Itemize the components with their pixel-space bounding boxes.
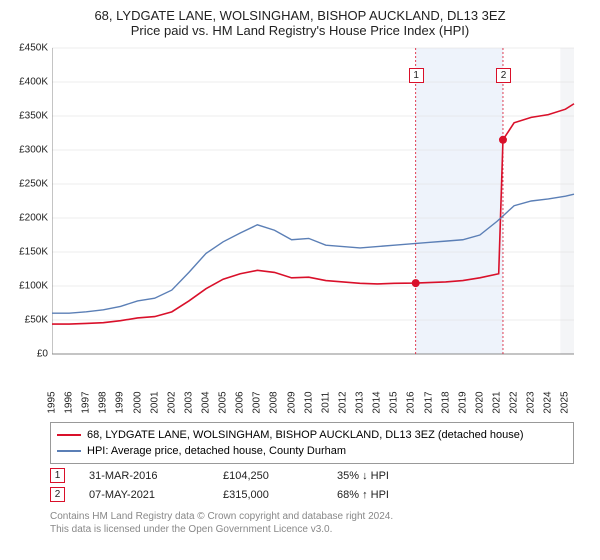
x-tick-label: 1997	[81, 391, 92, 413]
x-tick-label: 2018	[440, 391, 451, 413]
x-tick-label: 2015	[389, 391, 400, 413]
x-tick-label: 2001	[149, 391, 160, 413]
legend-label-hpi: HPI: Average price, detached house, Coun…	[87, 445, 346, 457]
legend-item-property: 68, LYDGATE LANE, WOLSINGHAM, BISHOP AUC…	[57, 427, 567, 443]
x-tick-label: 2005	[218, 391, 229, 413]
y-tick-label: £300K	[8, 145, 48, 156]
x-tick-label: 2022	[509, 391, 520, 413]
legend: 68, LYDGATE LANE, WOLSINGHAM, BISHOP AUC…	[50, 422, 574, 464]
y-tick-label: £50K	[8, 315, 48, 326]
x-tick-label: 2021	[491, 391, 502, 413]
footer-line2: This data is licensed under the Open Gov…	[50, 523, 592, 536]
x-tick-label: 1995	[47, 391, 58, 413]
x-tick-label: 1999	[115, 391, 126, 413]
sale-marker-icon: 2	[50, 487, 65, 502]
sale-price: £104,250	[223, 470, 313, 482]
x-tick-label: 2023	[526, 391, 537, 413]
footer-line1: Contains HM Land Registry data © Crown c…	[50, 510, 592, 523]
x-tick-label: 2007	[252, 391, 263, 413]
x-tick-label: 2020	[474, 391, 485, 413]
x-tick-label: 2014	[372, 391, 383, 413]
title-line1: 68, LYDGATE LANE, WOLSINGHAM, BISHOP AUC…	[8, 8, 592, 23]
y-tick-label: £0	[8, 349, 48, 360]
sale-delta: 35% ↓ HPI	[337, 470, 389, 482]
y-tick-label: £200K	[8, 213, 48, 224]
x-tick-label: 2010	[303, 391, 314, 413]
sale-delta: 68% ↑ HPI	[337, 489, 389, 501]
y-tick-label: £400K	[8, 77, 48, 88]
x-tick-label: 2017	[423, 391, 434, 413]
x-tick-label: 2003	[183, 391, 194, 413]
legend-swatch-hpi	[57, 450, 81, 452]
y-tick-label: £100K	[8, 281, 48, 292]
x-tick-label: 1996	[64, 391, 75, 413]
y-tick-label: £450K	[8, 43, 48, 54]
chart-marker-label: 2	[496, 68, 511, 83]
x-tick-label: 2019	[457, 391, 468, 413]
title-line2: Price paid vs. HM Land Registry's House …	[8, 23, 592, 38]
legend-swatch-property	[57, 434, 81, 436]
sale-date: 31-MAR-2016	[89, 470, 199, 482]
x-tick-label: 2008	[269, 391, 280, 413]
y-tick-label: £250K	[8, 179, 48, 190]
x-tick-label: 2006	[235, 391, 246, 413]
x-tick-label: 2004	[201, 391, 212, 413]
sale-date: 07-MAY-2021	[89, 489, 199, 501]
x-tick-label: 1998	[98, 391, 109, 413]
y-tick-label: £350K	[8, 111, 48, 122]
x-tick-label: 2002	[166, 391, 177, 413]
y-tick-label: £150K	[8, 247, 48, 258]
legend-item-hpi: HPI: Average price, detached house, Coun…	[57, 443, 567, 459]
x-tick-label: 2025	[560, 391, 571, 413]
x-tick-label: 2016	[406, 391, 417, 413]
x-tick-label: 2012	[337, 391, 348, 413]
footer: Contains HM Land Registry data © Crown c…	[50, 510, 592, 536]
x-tick-label: 2013	[355, 391, 366, 413]
chart-area: £0 £50K £100K £150K £200K £250K £300K £350K £400…	[8, 44, 578, 414]
x-tick-label: 2011	[320, 392, 331, 414]
chart-marker-label: 1	[409, 68, 424, 83]
sale-row: 1 31-MAR-2016 £104,250 35% ↓ HPI	[50, 468, 592, 483]
sale-row: 2 07-MAY-2021 £315,000 68% ↑ HPI	[50, 487, 592, 502]
x-tick-label: 2009	[286, 391, 297, 413]
x-tick-label: 2024	[543, 391, 554, 413]
sale-marker-icon: 1	[50, 468, 65, 483]
line-chart	[52, 44, 576, 384]
sale-price: £315,000	[223, 489, 313, 501]
legend-label-property: 68, LYDGATE LANE, WOLSINGHAM, BISHOP AUC…	[87, 429, 524, 441]
x-tick-label: 2000	[132, 391, 143, 413]
